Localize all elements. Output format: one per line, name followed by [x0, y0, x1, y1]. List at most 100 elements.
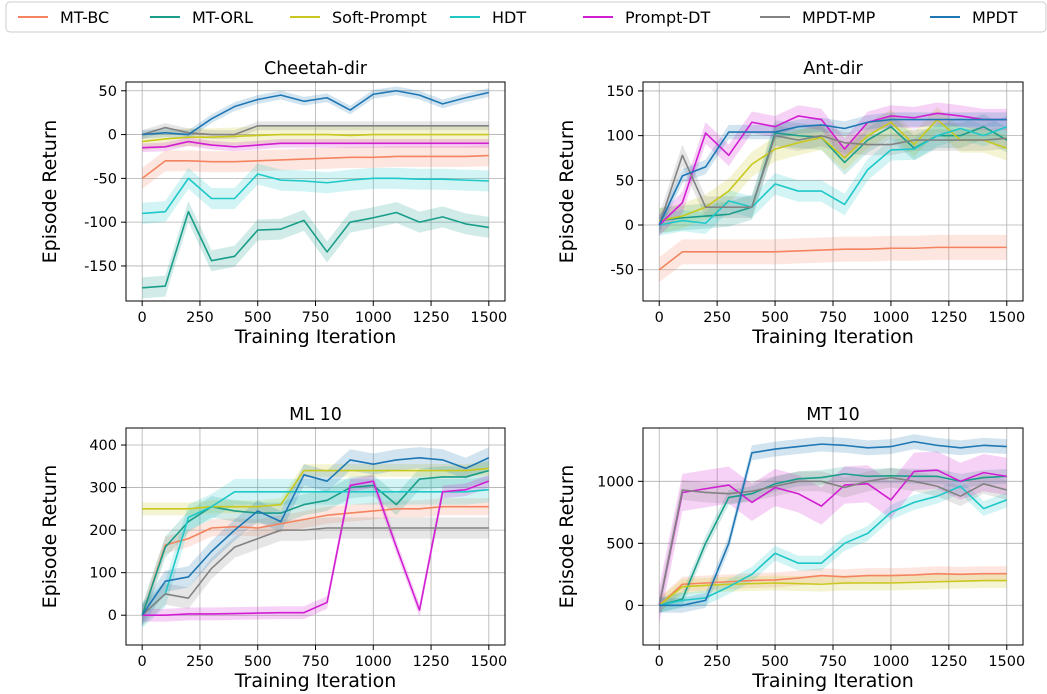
panel-data — [141, 447, 490, 628]
line-mpdt-mp — [658, 476, 1007, 606]
legend: MT-BC MT-ORL Soft-Prompt HDT Prompt-DT MPDT-M… — [5, 1, 1047, 33]
band-mt-bc — [659, 234, 1007, 283]
band-mt-orl — [659, 466, 1007, 613]
x-tick-label-1: 250 — [703, 310, 731, 326]
x-tick-label-0: 0 — [655, 310, 664, 326]
line-prompt-dt — [658, 112, 1007, 226]
x-tick-label-6: 1500 — [988, 654, 1025, 670]
y-tick-label-0: -50 — [610, 263, 634, 279]
panel-0: 0 250 500 750 1000 1250 1500 -150 -100 -50 0 50 Chee… — [39, 59, 507, 348]
x-tick-label-6: 1500 — [988, 310, 1025, 326]
x-tick-label-4: 1000 — [872, 654, 909, 670]
x-tick-label-0: 0 — [138, 654, 147, 670]
band-mt-orl — [142, 459, 489, 626]
x-tick-label-1: 250 — [186, 654, 214, 670]
line-hdt — [141, 488, 489, 616]
y-tick-label-4: 150 — [606, 84, 634, 100]
line-mpdt — [658, 118, 1007, 226]
line-mt-bc — [141, 505, 489, 616]
line-soft-prompt — [142, 133, 489, 143]
y-tick-label-1: 100 — [89, 566, 117, 582]
y-tick-label-2: -50 — [93, 171, 117, 187]
line-mt-bc — [658, 246, 1007, 271]
legend-label-5: MPDT-MP — [802, 8, 876, 27]
band-prompt-dt — [142, 474, 489, 622]
x-tick-label-3: 750 — [819, 654, 847, 670]
band-mpdt-mp — [659, 467, 1007, 616]
line-prompt-dt — [658, 469, 1007, 606]
x-axis-label: Training Iteration — [751, 326, 914, 348]
band-soft-prompt — [142, 125, 489, 151]
legend-label-1: MT-ORL — [192, 8, 253, 27]
x-tick-label-2: 500 — [761, 654, 789, 670]
x-tick-label-3: 750 — [302, 654, 330, 670]
y-axis-label: Episode Return — [556, 465, 578, 609]
y-tick-label-1: 500 — [606, 536, 634, 552]
y-axis-label: Episode Return — [556, 120, 578, 264]
x-axis-label: Training Iteration — [234, 670, 397, 692]
x-tick-label-5: 1250 — [413, 654, 450, 670]
y-tick-label-2: 200 — [89, 523, 117, 539]
y-tick-label-3: 300 — [89, 481, 117, 497]
panel-data — [141, 86, 490, 299]
panel-data — [658, 434, 1008, 624]
line-prompt-dt — [142, 140, 489, 149]
x-tick-label-6: 1500 — [470, 310, 507, 326]
y-tick-label-4: 50 — [99, 84, 117, 100]
line-hdt — [659, 125, 1008, 226]
line-soft-prompt — [658, 579, 1007, 606]
x-tick-label-4: 1000 — [355, 310, 392, 326]
legend-label-3: HDT — [492, 8, 526, 27]
x-axis-label: Training Iteration — [234, 326, 397, 348]
x-tick-label-5: 1250 — [930, 654, 967, 670]
legend-frame — [5, 1, 1047, 33]
x-tick-label-3: 750 — [819, 310, 847, 326]
line-mpdt-mp — [141, 527, 489, 616]
line-mpdt — [142, 89, 490, 136]
line-mt-orl — [141, 469, 490, 616]
legend-label-4: Prompt-DT — [625, 8, 710, 27]
band-prompt-dt — [142, 137, 489, 153]
y-tick-label-3: 100 — [606, 129, 634, 145]
y-tick-label-0: -150 — [84, 259, 117, 275]
panel-title: MT 10 — [806, 405, 860, 425]
panel-title: ML 10 — [289, 405, 342, 425]
x-tick-label-2: 500 — [244, 310, 272, 326]
y-tick-label-0: 0 — [108, 608, 117, 624]
line-mt-bc — [658, 572, 1007, 606]
line-mt-orl — [659, 125, 1008, 222]
line-hdt — [142, 173, 489, 215]
panel-data — [658, 102, 1008, 283]
line-mpdt — [659, 440, 1007, 607]
x-tick-label-1: 250 — [703, 654, 731, 670]
y-tick-label-1: 0 — [625, 218, 634, 234]
y-tick-label-0: 0 — [625, 598, 634, 614]
line-mpdt-mp — [141, 125, 489, 136]
band-mpdt-mp — [142, 517, 489, 626]
band-mt-orl — [659, 114, 1007, 234]
x-tick-label-2: 500 — [244, 654, 272, 670]
x-tick-label-2: 500 — [761, 310, 789, 326]
band-mt-orl — [142, 201, 489, 299]
x-tick-label-1: 250 — [186, 310, 214, 326]
band-hdt — [659, 478, 1007, 613]
x-tick-label-5: 1250 — [930, 310, 967, 326]
band-prompt-dt — [659, 102, 1007, 236]
legend-label-0: MT-BC — [60, 8, 109, 27]
panel-3: 0 250 500 750 1000 1250 1500 0 500 1000 MT 10 Train… — [556, 405, 1025, 692]
line-soft-prompt — [659, 118, 1008, 222]
line-mt-orl — [142, 210, 489, 289]
y-tick-label-2: 1000 — [597, 474, 634, 490]
y-tick-label-1: -100 — [84, 215, 117, 231]
line-mpdt — [141, 456, 490, 616]
line-soft-prompt — [142, 467, 489, 510]
y-axis-label: Episode Return — [39, 120, 61, 264]
panel-1: 0 250 500 750 1000 1250 1500 -50 0 50 100 150 Ant-di… — [556, 59, 1025, 348]
y-tick-label-3: 0 — [108, 128, 117, 144]
line-prompt-dt — [142, 480, 490, 617]
band-soft-prompt — [142, 462, 489, 516]
legend-label-2: Soft-Prompt — [332, 8, 427, 27]
legend-label-6: MPDT — [972, 8, 1018, 27]
line-mt-bc — [141, 154, 489, 179]
